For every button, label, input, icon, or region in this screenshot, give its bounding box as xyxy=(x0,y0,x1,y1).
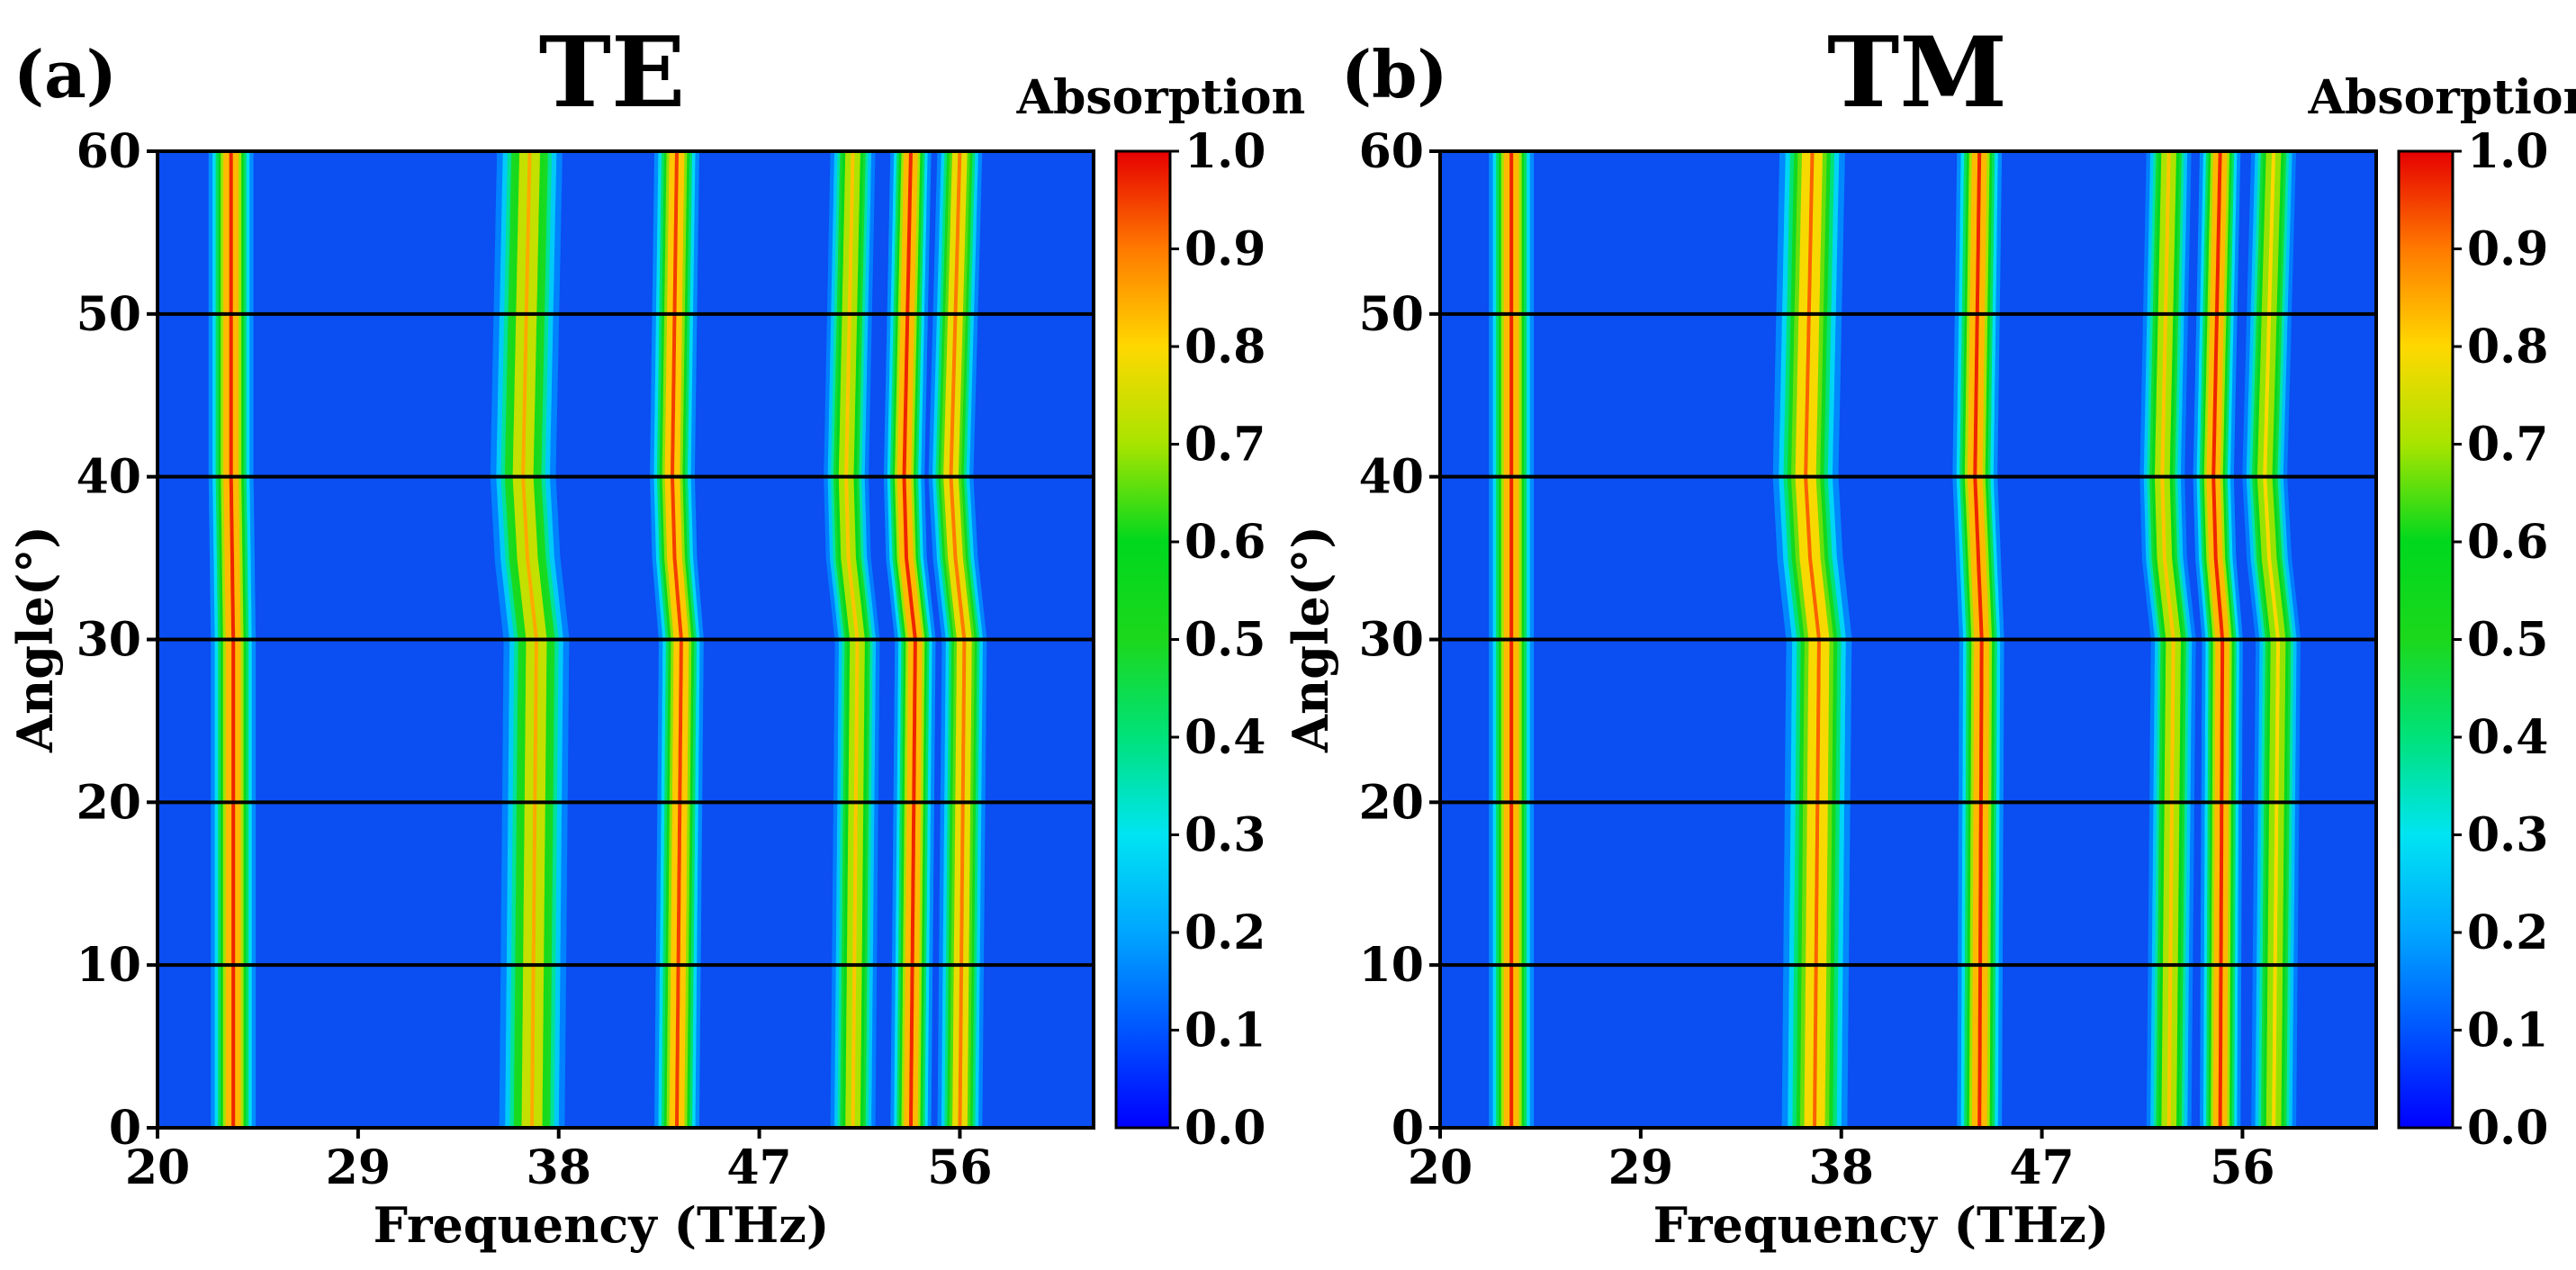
y-tick-label: 10 xyxy=(1359,938,1424,993)
colorbar-tick-label: 0.5 xyxy=(1184,613,1265,668)
colorbar-tick-label: 0.4 xyxy=(1184,710,1265,765)
colorbar-tick-label: 1.0 xyxy=(2467,124,2548,179)
y-tick-label: 50 xyxy=(1359,287,1424,342)
panel-te: (a) TE Absorption 20 29 38 47 56 0 10 20 30 40 50 6… xyxy=(6,16,1305,1254)
x-axis-label: Frequency (THz) xyxy=(374,1196,830,1254)
colorbar-tick-label: 0.6 xyxy=(1184,515,1265,570)
y-axis-label: Angle(°) xyxy=(6,526,64,753)
y-tick-label: 60 xyxy=(77,124,141,179)
x-tick-label: 38 xyxy=(527,1140,591,1195)
x-tick-label: 47 xyxy=(726,1140,791,1195)
y-tick-label: 20 xyxy=(77,775,141,830)
colorbar-tick-label: 0.7 xyxy=(2467,418,2548,473)
y-tick-label: 30 xyxy=(1359,613,1424,668)
colorbar-gradient xyxy=(1114,149,1172,1130)
y-tick-label: 60 xyxy=(1359,124,1424,179)
y-tick-label: 30 xyxy=(77,613,141,668)
x-tick-label: 20 xyxy=(125,1140,190,1195)
colorbar-label: Absorption xyxy=(1016,70,1306,125)
y-tick-label: 20 xyxy=(1359,775,1424,830)
panel-label: (b) xyxy=(1341,36,1447,113)
colorbar-tick-label: 0.3 xyxy=(1184,808,1265,863)
axis-ticks: 20 29 38 47 56 0 10 20 30 40 50 60 xyxy=(1359,124,2378,1195)
colorbar-tick-label: 0.5 xyxy=(2467,613,2548,668)
colorbar-tick-label: 0.2 xyxy=(2467,905,2548,960)
colorbar-tick-label: 0.6 xyxy=(2467,515,2548,570)
colorbar-tick-label: 0.1 xyxy=(2467,1004,2548,1058)
x-tick-label: 20 xyxy=(1408,1140,1473,1195)
x-tick-label: 29 xyxy=(326,1140,391,1195)
x-tick-label: 38 xyxy=(1809,1140,1874,1195)
colorbar-tick-label: 0.9 xyxy=(1184,222,1265,277)
x-axis-label: Frequency (THz) xyxy=(1653,1196,2110,1254)
colorbar-tick-label: 0.0 xyxy=(1184,1101,1265,1156)
y-tick-label: 40 xyxy=(77,450,141,505)
colorbar-tick-label: 0.8 xyxy=(2467,320,2548,374)
y-tick-label: 40 xyxy=(1359,450,1424,505)
y-tick-label: 0 xyxy=(109,1101,141,1156)
y-tick-label: 0 xyxy=(1392,1101,1424,1156)
x-tick-label: 47 xyxy=(2009,1140,2074,1195)
colorbar-tick-label: 1.0 xyxy=(1184,124,1265,179)
colorbar-tick-label: 0.1 xyxy=(1184,1004,1265,1058)
x-tick-label: 56 xyxy=(927,1140,992,1195)
colorbar-tick-label: 0.4 xyxy=(2467,710,2548,765)
x-tick-label: 56 xyxy=(2210,1140,2274,1195)
colorbar-tick-label: 0.3 xyxy=(2467,808,2548,863)
panel-label: (a) xyxy=(14,36,117,113)
colorbar: 0.0 0.1 0.2 0.3 0.4 0.5 0.6 0.7 0.8 0.9 1.0 xyxy=(1114,124,1265,1156)
colorbar-tick-label: 0.9 xyxy=(2467,222,2548,277)
heatmap-plot xyxy=(1440,151,2376,1128)
heatmap-plot xyxy=(158,151,1094,1128)
axis-ticks: 20 29 38 47 56 0 10 20 30 40 50 60 xyxy=(77,124,1095,1195)
y-tick-label: 10 xyxy=(77,938,141,993)
y-tick-label: 50 xyxy=(77,287,141,342)
chart-title: TM xyxy=(1827,16,2007,130)
x-tick-label: 29 xyxy=(1608,1140,1673,1195)
y-axis-label: Angle(°) xyxy=(1282,526,1339,753)
colorbar-gradient xyxy=(2397,149,2454,1130)
colorbar-tick-label: 0.2 xyxy=(1184,905,1265,960)
panel-tm: (b) TM Absorption 20 29 38 47 56 0 10 20 30 40 50 6… xyxy=(1282,16,2576,1254)
chart-title: TE xyxy=(539,16,686,130)
colorbar: 0.0 0.1 0.2 0.3 0.4 0.5 0.6 0.7 0.8 0.9 1.0 xyxy=(2397,124,2548,1156)
colorbar-tick-label: 0.0 xyxy=(2467,1101,2548,1156)
colorbar-tick-label: 0.8 xyxy=(1184,320,1265,374)
colorbar-tick-label: 0.7 xyxy=(1184,418,1265,473)
colorbar-label: Absorption xyxy=(2308,70,2576,125)
